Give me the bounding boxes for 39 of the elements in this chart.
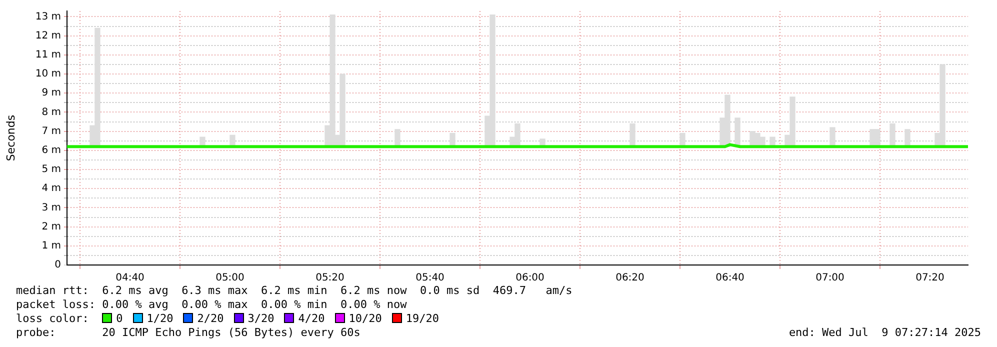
y-tick-label: 12 m bbox=[35, 30, 61, 42]
y-tick-label: 5 m bbox=[42, 164, 61, 176]
x-tick-label: 05:00 bbox=[216, 272, 244, 284]
y-tick-label: 1 m bbox=[42, 240, 61, 252]
x-tick-label: 04:40 bbox=[116, 272, 144, 284]
legend-label: 1/20 bbox=[146, 312, 174, 325]
x-tick-label: 05:40 bbox=[416, 272, 444, 284]
y-tick-label: 13 m bbox=[35, 11, 61, 22]
legend-title: loss color: bbox=[16, 312, 90, 325]
x-tick-label: 06:00 bbox=[516, 272, 544, 284]
y-tick-label: 3 m bbox=[42, 202, 61, 214]
y-tick-label: 2 m bbox=[42, 221, 61, 232]
y-axis-title: Seconds bbox=[4, 114, 18, 162]
text: probe: 20 ICMP Echo Pings (56 Bytes) every 60s bbox=[16, 326, 360, 340]
x-tick-label: 05:20 bbox=[316, 272, 344, 284]
x-tick-label: 07:00 bbox=[816, 272, 844, 284]
legend-label: 4/20 bbox=[297, 312, 325, 325]
legend-label: 19/20 bbox=[404, 312, 439, 325]
bar bbox=[734, 118, 740, 147]
legend-label: 0 bbox=[115, 312, 123, 325]
bar bbox=[890, 123, 896, 147]
y-tick-label: 8 m bbox=[42, 106, 61, 118]
y-tick-label: 6 m bbox=[42, 145, 61, 156]
y-tick-label: 11 m bbox=[35, 50, 61, 61]
y-tick-label: 0 bbox=[54, 260, 61, 271]
text: packet loss: 0.00 % avg 0.00 % max 0.00 % min 0.00 % now bbox=[16, 298, 407, 312]
text: end: Wed Jul 9 07:27:14 2025 bbox=[788, 326, 981, 340]
legend-label: 2/20 bbox=[196, 312, 224, 325]
text: median rtt: 6.2 ms avg 6.3 ms max 6.2 ms min 6.2 ms now 0.0 ms sd 469.7 am/s bbox=[16, 284, 572, 298]
y-tick-label: 7 m bbox=[42, 126, 61, 137]
x-tick-label: 06:20 bbox=[616, 272, 644, 284]
y-tick-label: 10 m bbox=[35, 68, 61, 80]
y-tick-label: 9 m bbox=[42, 88, 61, 99]
bar bbox=[630, 123, 636, 147]
x-tick-label: 06:40 bbox=[716, 272, 744, 284]
legend-label: 3/20 bbox=[246, 312, 274, 325]
y-tick-label: 4 m bbox=[42, 183, 61, 194]
x-tick-label: 07:20 bbox=[916, 272, 944, 284]
legend-label: 10/20 bbox=[348, 312, 382, 325]
